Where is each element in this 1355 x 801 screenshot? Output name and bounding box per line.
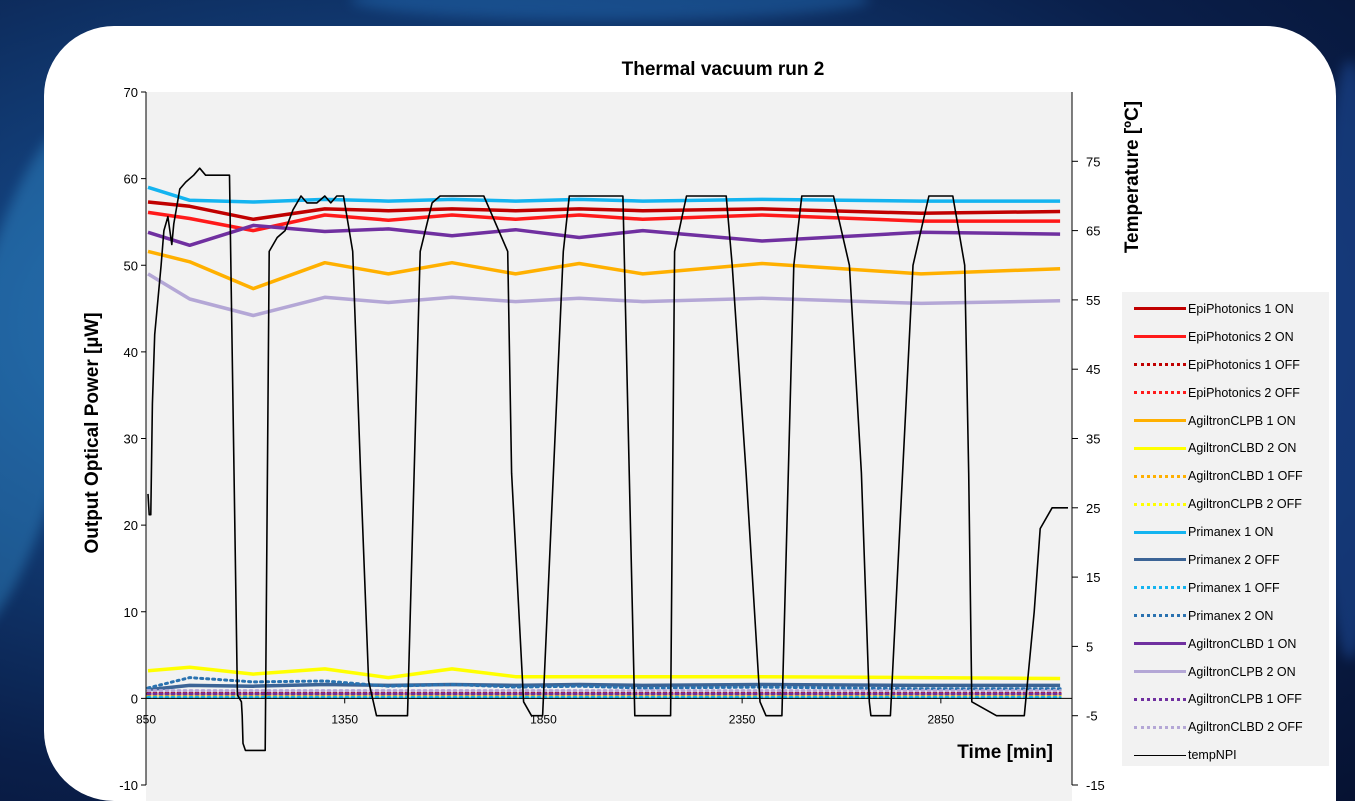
legend-label: Primanex 2 ON bbox=[1188, 608, 1274, 623]
chart-title: Thermal vacuum run 2 bbox=[622, 59, 825, 80]
legend-label: Primanex 1 OFF bbox=[1188, 580, 1280, 595]
legend-item: AgiltronCLPB 2 OFF bbox=[1122, 490, 1329, 518]
legend-swatch bbox=[1134, 697, 1186, 701]
legend-label: EpiPhotonics 1 ON bbox=[1188, 301, 1294, 316]
legend-item: AgiltronCLPB 2 ON bbox=[1122, 658, 1329, 686]
legend-label: Primanex 2 OFF bbox=[1188, 552, 1280, 567]
y2-tick-label: 45 bbox=[1086, 362, 1100, 377]
y2-tick-label: 65 bbox=[1086, 224, 1100, 239]
x-tick-label: 850 bbox=[136, 712, 156, 726]
y-tick-label: 40 bbox=[124, 345, 138, 360]
y2-tick-label: 75 bbox=[1086, 154, 1100, 169]
legend-label: AgiltronCLPB 1 OFF bbox=[1188, 692, 1302, 707]
legend-label: AgiltronCLBD 2 OFF bbox=[1188, 720, 1303, 735]
legend-swatch bbox=[1134, 335, 1186, 339]
legend-item: EpiPhotonics 1 OFF bbox=[1122, 351, 1329, 379]
legend-swatch bbox=[1134, 419, 1186, 422]
y2-axis-label: Temperature [ºC] bbox=[1122, 101, 1143, 253]
legend-swatch bbox=[1134, 391, 1186, 395]
legend-item: Primanex 1 ON bbox=[1122, 518, 1329, 546]
legend-item: EpiPhotonics 2 OFF bbox=[1122, 379, 1329, 407]
legend-item: tempNPI bbox=[1122, 741, 1329, 769]
chart-legend: EpiPhotonics 1 ON EpiPhotonics 2 ON EpiPho… bbox=[1122, 292, 1329, 766]
y-tick-label: -10 bbox=[119, 778, 138, 793]
series-line-12 bbox=[147, 223, 1061, 248]
y2-tick-label: 25 bbox=[1086, 501, 1100, 516]
legend-item: EpiPhotonics 2 ON bbox=[1122, 323, 1329, 351]
y2-tick-label: -15 bbox=[1086, 778, 1105, 793]
legend-label: tempNPI bbox=[1188, 748, 1237, 763]
y2-tick-label: 15 bbox=[1086, 570, 1100, 585]
series-line-4 bbox=[147, 249, 1061, 291]
legend-swatch bbox=[1134, 502, 1186, 506]
legend-swatch bbox=[1134, 307, 1186, 311]
legend-item: Primanex 1 OFF bbox=[1122, 574, 1329, 602]
temperature-line bbox=[147, 167, 1068, 752]
y2-tick-label: 5 bbox=[1086, 639, 1093, 654]
legend-swatch bbox=[1134, 446, 1186, 450]
y2-tick-label: 55 bbox=[1086, 293, 1100, 308]
series-line-0 bbox=[147, 200, 1061, 222]
legend-label: AgiltronCLBD 1 OFF bbox=[1188, 469, 1303, 484]
legend-item: Primanex 2 ON bbox=[1122, 602, 1329, 630]
legend-label: EpiPhotonics 1 OFF bbox=[1188, 357, 1300, 372]
legend-label: AgiltronCLBD 1 ON bbox=[1188, 636, 1297, 651]
legend-label: AgiltronCLBD 2 ON bbox=[1188, 441, 1297, 456]
legend-item: AgiltronCLBD 2 OFF bbox=[1122, 713, 1329, 741]
y2-tick-label: -5 bbox=[1086, 709, 1098, 724]
legend-item: Primanex 2 OFF bbox=[1122, 546, 1329, 574]
y-tick-label: 0 bbox=[131, 691, 138, 706]
legend-swatch bbox=[1134, 614, 1186, 618]
legend-item: AgiltronCLBD 2 ON bbox=[1122, 434, 1329, 462]
y2-tick-label: 35 bbox=[1086, 432, 1100, 447]
x-tick-label: 2350 bbox=[729, 712, 756, 726]
axis-layer: -10 0 10 20 30 40 50 60 70 -15 -5 5 15 25 35 45 55 65 75 85… bbox=[119, 85, 1105, 793]
legend-swatch bbox=[1134, 670, 1186, 674]
legend-item: AgiltronCLPB 1 OFF bbox=[1122, 685, 1329, 713]
legend-item: AgiltronCLBD 1 OFF bbox=[1122, 462, 1329, 490]
y-tick-label: 50 bbox=[124, 258, 138, 273]
x-tick-label: 1350 bbox=[331, 712, 358, 726]
legend-item: AgiltronCLPB 1 ON bbox=[1122, 407, 1329, 435]
legend-swatch bbox=[1134, 530, 1186, 534]
legend-swatch bbox=[1134, 754, 1186, 756]
y-tick-label: 70 bbox=[124, 85, 138, 100]
y-tick-label: 20 bbox=[124, 518, 138, 533]
series-line-13 bbox=[147, 272, 1061, 318]
series-line-11 bbox=[146, 676, 1062, 691]
series-line-8 bbox=[147, 185, 1061, 204]
legend-item: AgiltronCLBD 1 ON bbox=[1122, 630, 1329, 658]
y-tick-label: 30 bbox=[124, 432, 138, 447]
series-line-5 bbox=[147, 665, 1061, 681]
legend-swatch bbox=[1134, 363, 1186, 367]
legend-swatch bbox=[1134, 642, 1186, 646]
legend-swatch bbox=[1134, 586, 1186, 590]
legend-label: EpiPhotonics 2 ON bbox=[1188, 329, 1294, 344]
legend-label: AgiltronCLPB 1 ON bbox=[1188, 413, 1296, 428]
legend-swatch bbox=[1134, 558, 1186, 562]
series-layer bbox=[146, 167, 1068, 752]
legend-swatch bbox=[1134, 725, 1186, 729]
legend-label: EpiPhotonics 2 OFF bbox=[1188, 385, 1300, 400]
x-axis-label: Time [min] bbox=[957, 742, 1053, 763]
x-tick-label: 2850 bbox=[927, 712, 954, 726]
legend-label: AgiltronCLPB 2 ON bbox=[1188, 664, 1296, 679]
y-tick-label: 10 bbox=[124, 605, 138, 620]
legend-item: EpiPhotonics 1 ON bbox=[1122, 295, 1329, 323]
x-tick-label: 1850 bbox=[530, 712, 557, 726]
y-tick-label: 60 bbox=[124, 172, 138, 187]
legend-swatch bbox=[1134, 474, 1186, 478]
y-axis-label: Output Optical Power [µW] bbox=[82, 312, 103, 553]
legend-label: Primanex 1 ON bbox=[1188, 525, 1274, 540]
legend-label: AgiltronCLPB 2 OFF bbox=[1188, 497, 1302, 512]
